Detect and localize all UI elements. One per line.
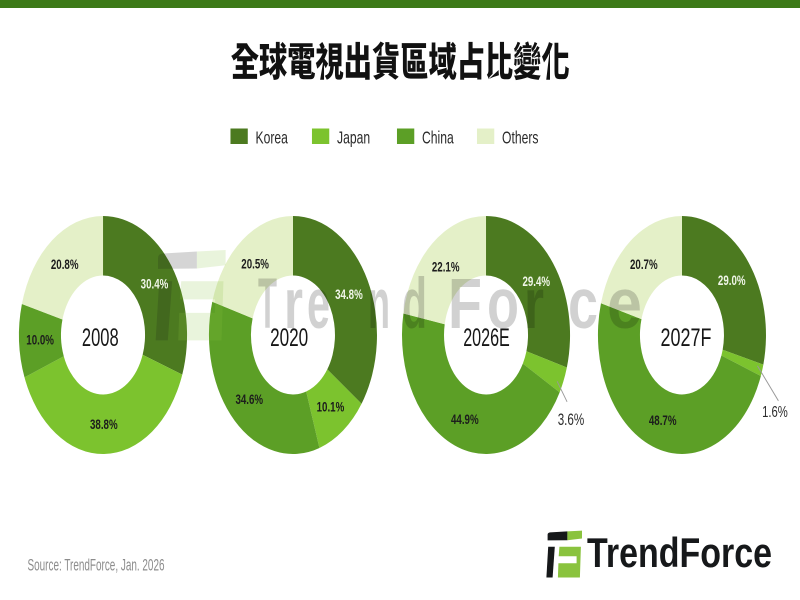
svg-text:d: d xyxy=(402,265,427,344)
svg-text:e: e xyxy=(307,265,330,344)
svg-text:29.0%: 29.0% xyxy=(718,272,746,288)
svg-text:29.4%: 29.4% xyxy=(522,273,550,289)
svg-text:44.9%: 44.9% xyxy=(451,411,479,427)
svg-text:r: r xyxy=(524,265,544,344)
svg-text:n: n xyxy=(368,265,390,344)
svg-text:30.4%: 30.4% xyxy=(141,276,169,292)
svg-text:Korea: Korea xyxy=(256,130,289,148)
svg-text:1.6%: 1.6% xyxy=(762,402,788,420)
svg-text:10.1%: 10.1% xyxy=(317,399,345,415)
svg-text:e: e xyxy=(607,265,642,344)
svg-text:20.5%: 20.5% xyxy=(241,256,269,272)
svg-text:TrendForce: TrendForce xyxy=(587,529,772,576)
svg-text:r: r xyxy=(284,265,303,344)
svg-text:2008: 2008 xyxy=(82,323,119,352)
svg-text:22.1%: 22.1% xyxy=(432,259,460,275)
svg-text:China: China xyxy=(422,130,454,148)
svg-text:34.8%: 34.8% xyxy=(335,286,363,302)
svg-text:T: T xyxy=(258,265,277,344)
svg-text:48.7%: 48.7% xyxy=(649,412,677,428)
svg-text:Japan: Japan xyxy=(337,130,370,148)
svg-text:3.6%: 3.6% xyxy=(558,411,585,429)
svg-text:20.8%: 20.8% xyxy=(51,256,79,272)
svg-text:38.8%: 38.8% xyxy=(90,416,118,432)
svg-text:34.6%: 34.6% xyxy=(235,391,263,407)
svg-text:c: c xyxy=(568,265,598,344)
svg-text:F: F xyxy=(448,265,482,344)
svg-text:20.7%: 20.7% xyxy=(630,256,658,272)
svg-text:Others: Others xyxy=(502,130,538,148)
svg-text:10.0%: 10.0% xyxy=(26,332,54,348)
svg-text:o: o xyxy=(487,265,519,344)
svg-text:2020: 2020 xyxy=(270,323,308,352)
svg-text:2026E: 2026E xyxy=(463,323,510,352)
svg-text:Source: TrendForce, Jan. 2026: Source: TrendForce, Jan. 2026 xyxy=(28,557,165,575)
svg-text:2027F: 2027F xyxy=(661,323,712,352)
